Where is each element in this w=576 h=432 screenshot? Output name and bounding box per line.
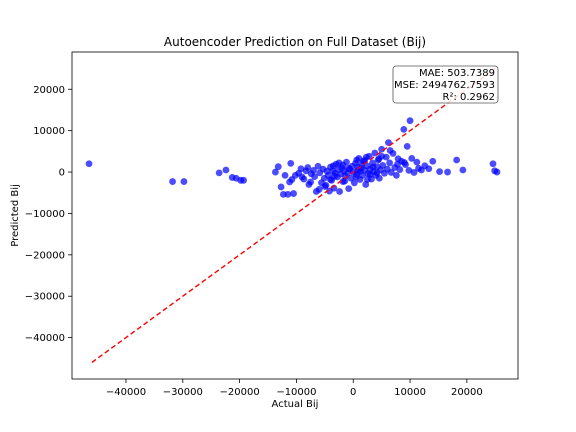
data-point [310,166,317,174]
identity-reference-line [91,65,499,364]
data-point [345,164,353,172]
data-point [274,163,282,171]
data-point [352,173,360,181]
y-ticks: −40000 −30000 −20000 −10000 0 10000 20000 [25,85,72,344]
data-point [489,160,497,168]
data-point [405,166,413,174]
data-point [329,162,337,170]
data-point [394,160,401,168]
y-axis-label: Predicted Bij [10,184,21,247]
data-point [425,165,433,173]
data-point [341,177,349,185]
stats-mae: MAE: 503.7389 [419,68,495,79]
plot-frame [71,51,519,380]
x-tick-label: 10000 [394,387,426,398]
data-point [444,168,451,176]
data-point [400,125,408,133]
data-point [379,162,387,169]
data-point [400,159,408,166]
data-point [459,166,467,174]
stats-box-frame [392,65,499,104]
x-tick-label: −20000 [220,387,260,398]
data-point [222,166,230,174]
y-tick-label: −40000 [25,333,65,344]
y-tick-label: −30000 [25,292,65,303]
data-point [288,176,296,183]
data-point [336,188,343,195]
data-point [284,190,292,198]
data-point [415,164,422,172]
data-point [403,142,411,150]
data-point [406,117,414,125]
data-point [315,186,323,193]
data-point [330,184,338,192]
data-point [321,183,329,190]
y-tick-label: 10000 [33,126,65,137]
x-tick-label: −40000 [106,387,146,398]
x-tick-label: 0 [350,387,356,398]
data-point [180,178,188,185]
data-point [436,168,443,176]
data-point [429,157,437,165]
data-point [356,167,364,175]
x-tick-label: −10000 [276,387,316,398]
data-point [378,152,386,160]
data-point [386,159,393,167]
data-point [493,168,501,176]
data-point [350,179,358,187]
data-point [169,178,176,185]
points-layer [85,117,501,198]
data-point [240,176,247,184]
data-point [386,147,394,154]
data-point [366,171,374,178]
data-point [327,176,334,183]
data-point [396,166,404,173]
data-point [373,169,381,177]
y-tick-label: 20000 [33,85,65,96]
data-point [453,156,461,164]
data-point [410,169,418,176]
data-point [272,168,279,176]
data-point [353,156,361,164]
stats-mse: MSE: 2494762.7593 [394,80,495,91]
data-point [287,159,295,167]
data-point [311,173,318,180]
x-tick-label: −30000 [163,387,203,398]
data-point [413,158,421,166]
x-ticks: −40000 −30000 −20000 −10000 0 10000 20000 [106,379,483,398]
data-point [215,169,223,177]
x-axis-label: Actual Bij [272,399,319,410]
chart-title: Autoencoder Prediction on Full Dataset (… [164,35,426,49]
stats-r2: R²: 0.2962 [443,92,496,103]
data-point [375,174,383,182]
data-point [307,178,315,186]
reference-line-layer [91,65,499,364]
data-point [408,154,416,162]
data-point [277,183,285,191]
data-point [290,190,297,197]
data-point [314,162,322,170]
data-point [304,164,312,171]
data-point [281,171,289,179]
y-tick-label: −10000 [25,209,65,220]
data-point [362,153,370,161]
data-point [364,176,371,183]
y-tick-label: 0 [59,168,65,179]
data-point [339,161,347,169]
data-point [393,171,400,179]
x-tick-label: 20000 [451,387,483,398]
data-point [345,185,353,192]
data-point [387,169,395,176]
stats-box: MAE: 503.7389 MSE: 2494762.7593 R²: 0.29… [392,65,499,104]
y-tick-label: −20000 [25,250,65,261]
data-point [369,163,377,171]
data-point [85,160,93,168]
data-point [297,165,305,173]
data-point [298,173,306,181]
